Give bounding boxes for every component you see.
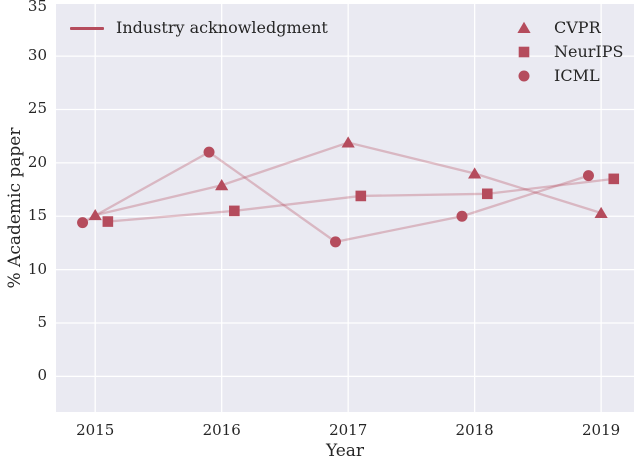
y-tick-label: 0 xyxy=(37,366,47,385)
line-legend-label: Industry acknowledgment xyxy=(116,18,328,37)
x-tick-label: 2018 xyxy=(455,421,494,439)
data-point-neurips-2015 xyxy=(102,216,114,227)
y-tick-label: 5 xyxy=(37,312,47,331)
x-tick-label: 2016 xyxy=(202,421,241,439)
x-tick-label: 2017 xyxy=(329,421,368,439)
data-point-icml-2015 xyxy=(77,217,89,229)
x-tick-label: 2019 xyxy=(582,421,621,439)
series-line-icml xyxy=(82,150,589,244)
y-tick-label: 35 xyxy=(27,0,47,15)
data-point-cvpr-2019 xyxy=(594,206,608,219)
line-legend: Industry acknowledgment xyxy=(70,18,328,37)
square-glyph xyxy=(518,46,530,58)
square-icon xyxy=(518,46,530,58)
data-point-cvpr-2016 xyxy=(215,179,229,191)
legend-label: ICML xyxy=(554,66,600,85)
circle-icon xyxy=(518,70,530,82)
data-point-cvpr-2017 xyxy=(341,136,355,148)
x-axis-label: Year xyxy=(325,441,365,461)
series-legend: CVPR NeurIPS ICML xyxy=(506,16,623,88)
line-legend-swatch-icon xyxy=(70,26,104,30)
x-tick-label: 2015 xyxy=(76,421,115,439)
plot-area xyxy=(56,4,634,412)
y-tick-label: 30 xyxy=(27,46,47,65)
legend-item-neurips: NeurIPS xyxy=(506,40,623,64)
data-point-neurips-2017 xyxy=(355,190,367,202)
y-tick-label: 25 xyxy=(27,99,47,118)
data-point-neurips-2018 xyxy=(481,188,493,200)
y-tick-label: 20 xyxy=(27,152,47,171)
data-point-cvpr-2015 xyxy=(88,208,102,221)
legend-item-icml: ICML xyxy=(506,64,623,88)
y-tick-label: 10 xyxy=(27,259,47,278)
data-point-icml-2016 xyxy=(203,146,215,158)
data-point-icml-2018 xyxy=(456,210,468,222)
data-point-icml-2017 xyxy=(330,236,342,248)
y-tick-label: 15 xyxy=(27,206,47,225)
legend-label: NeurIPS xyxy=(554,42,624,61)
data-point-neurips-2019 xyxy=(608,173,620,185)
data-point-icml-2019 xyxy=(582,170,594,182)
legend-label: CVPR xyxy=(554,18,601,37)
triangle-glyph xyxy=(517,21,531,33)
plot-svg xyxy=(56,4,634,412)
legend-item-cvpr: CVPR xyxy=(506,16,623,40)
circle-glyph xyxy=(518,70,530,82)
y-axis-label: % Academic paper xyxy=(5,127,25,289)
triangle-icon xyxy=(517,21,531,33)
data-point-cvpr-2018 xyxy=(468,167,482,179)
data-point-neurips-2016 xyxy=(229,205,240,217)
